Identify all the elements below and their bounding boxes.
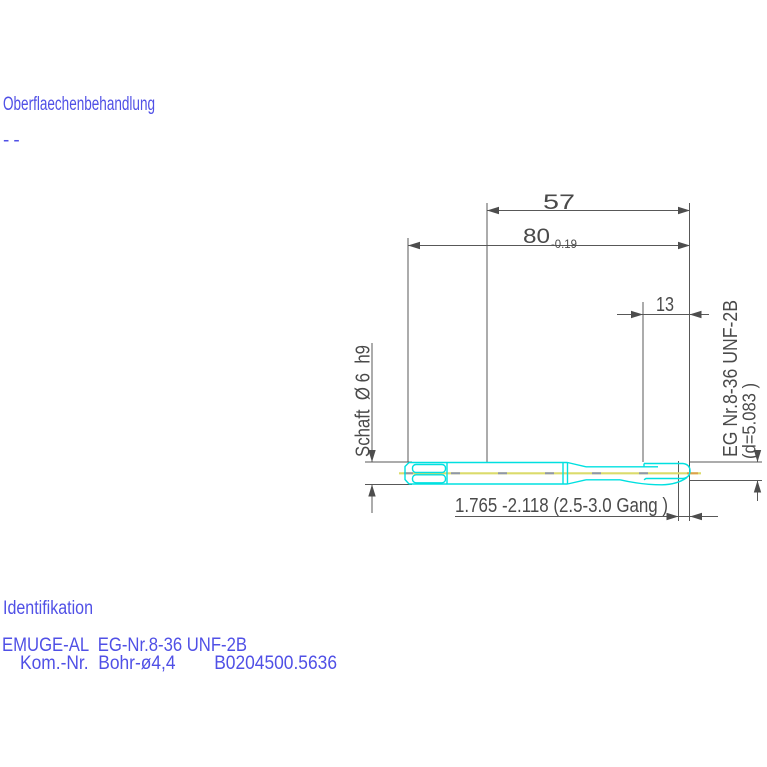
square-drive-end-cap: [404, 462, 410, 485]
shaft-dimension-label: Schaft Ø 6 h9: [353, 345, 375, 457]
dim-80-label: 80: [523, 225, 550, 248]
surface-treatment-value: --: [3, 130, 24, 151]
tool-outline: [404, 461, 691, 486]
dimension-arrowheads: [368, 206, 762, 521]
dim-80-tolerance: -0.19: [551, 237, 577, 251]
dim-57-label: 57: [543, 191, 575, 214]
drive-square-lower-flat: [411, 474, 447, 484]
identification-label: Identifikation: [3, 598, 93, 619]
thread-section: [619, 462, 691, 486]
thread-relief-sweep: [619, 476, 688, 486]
identification-order-line: Kom.-Nr. Bohr-ø4,4 B0204500.5636: [20, 653, 337, 674]
dim-13-label: 13: [656, 294, 674, 316]
thread-lead-label: 1.765 -2.118 (2.5-3.0 Gang ): [455, 495, 668, 517]
surface-treatment-label: Oberflaechenbehandlung: [3, 94, 155, 115]
drive-square-upper-flat: [411, 463, 447, 474]
identification-product-line: EMUGE-AL EG-Nr.8-36 UNF-2B: [2, 635, 247, 656]
thread-spec-label: EG Nr.8-36 UNF-2B: [720, 300, 742, 457]
thread-diameter-label: (d=5.083 ): [740, 383, 760, 459]
